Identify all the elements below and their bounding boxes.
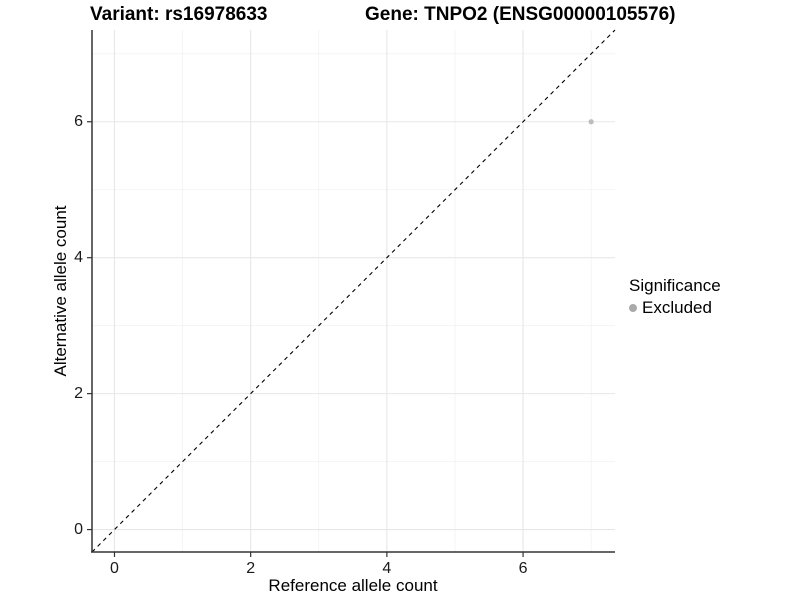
y-tick-label: 0	[74, 520, 83, 538]
legend-key-circle-icon	[629, 304, 637, 312]
plot-title-variant: Variant: rs16978633	[90, 4, 268, 25]
x-tick-label: 2	[246, 560, 256, 577]
identity-reference-line	[91, 29, 616, 553]
legend-title: Significance	[629, 276, 721, 295]
x-tick-label: 0	[110, 560, 119, 577]
x-tick-label: 6	[518, 560, 528, 577]
legend: Significance Excluded	[629, 276, 721, 318]
y-tick-label: 2	[74, 384, 83, 402]
legend-item-label: Excluded	[642, 298, 712, 317]
y-tick-label: 6	[74, 112, 83, 130]
y-tick-label: 4	[74, 248, 83, 266]
data-point	[588, 119, 594, 125]
x-axis-title: Reference allele count	[268, 576, 438, 595]
legend-item-excluded: Excluded	[629, 298, 721, 318]
y-axis-title: Alternative allele count	[51, 205, 70, 377]
plot-title-gene: Gene: TNPO2 (ENSG00000105576)	[365, 4, 676, 25]
x-tick-label: 4	[382, 560, 392, 577]
